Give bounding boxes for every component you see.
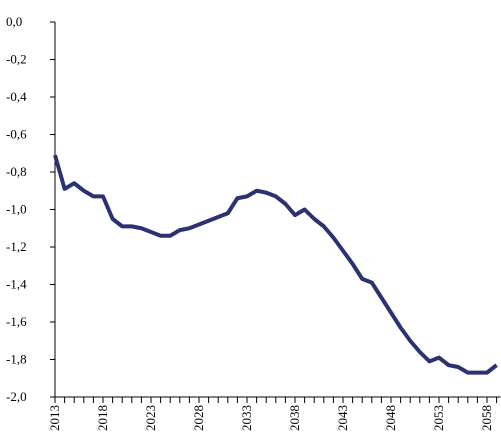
series-line: [53, 154, 498, 375]
x-tick-label: 2028: [191, 405, 206, 431]
x-tick-label: 2043: [335, 405, 350, 431]
y-tick-label: -1,6: [6, 314, 27, 329]
x-tick-label: 2048: [383, 405, 398, 431]
x-tick-label: 2018: [95, 405, 110, 431]
y-tick-label: -0,2: [6, 52, 27, 67]
y-tick-label: -0,6: [6, 127, 27, 142]
x-tick-label: 2033: [239, 405, 254, 431]
y-tick-label: -1,8: [6, 352, 27, 367]
y-tick-label: -1,2: [6, 239, 27, 254]
y-tick-label: -1,0: [6, 202, 27, 217]
y-tick-label: -2,0: [6, 389, 27, 404]
x-tick-label: 2058: [479, 405, 494, 431]
x-tick-label: 2053: [431, 405, 446, 431]
x-tick-label: 2038: [287, 405, 302, 431]
x-tick-label: 2013: [47, 405, 62, 431]
y-tick-label: -0,8: [6, 164, 27, 179]
y-tick-label: -0,4: [6, 89, 27, 104]
y-tick-label: -1,4: [6, 277, 27, 292]
x-tick-label: 2023: [143, 405, 158, 431]
y-tick-label: 0,0: [6, 14, 22, 29]
